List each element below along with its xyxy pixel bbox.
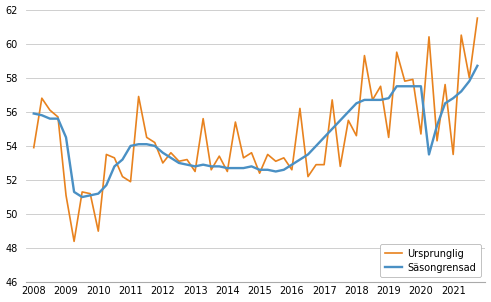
Säsongrensad (313, 144, 319, 148)
Säsongrensad (289, 163, 295, 166)
Säsongrensad (31, 112, 37, 115)
Säsongrensad (474, 64, 480, 68)
Säsongrensad (329, 127, 335, 131)
Line: Ursprunglig: Ursprunglig (34, 18, 477, 241)
Legend: Ursprunglig, Säsongrensad: Ursprunglig, Säsongrensad (380, 244, 481, 278)
Ursprunglig (329, 98, 335, 102)
Ursprunglig (474, 16, 480, 20)
Säsongrensad (39, 114, 45, 117)
Ursprunglig (289, 168, 295, 172)
Säsongrensad (200, 163, 206, 166)
Ursprunglig (378, 85, 383, 88)
Ursprunglig (71, 239, 77, 243)
Ursprunglig (200, 117, 206, 120)
Ursprunglig (39, 96, 45, 100)
Ursprunglig (31, 146, 37, 149)
Säsongrensad (79, 195, 85, 199)
Line: Säsongrensad: Säsongrensad (34, 66, 477, 197)
Säsongrensad (378, 98, 383, 102)
Ursprunglig (313, 163, 319, 166)
